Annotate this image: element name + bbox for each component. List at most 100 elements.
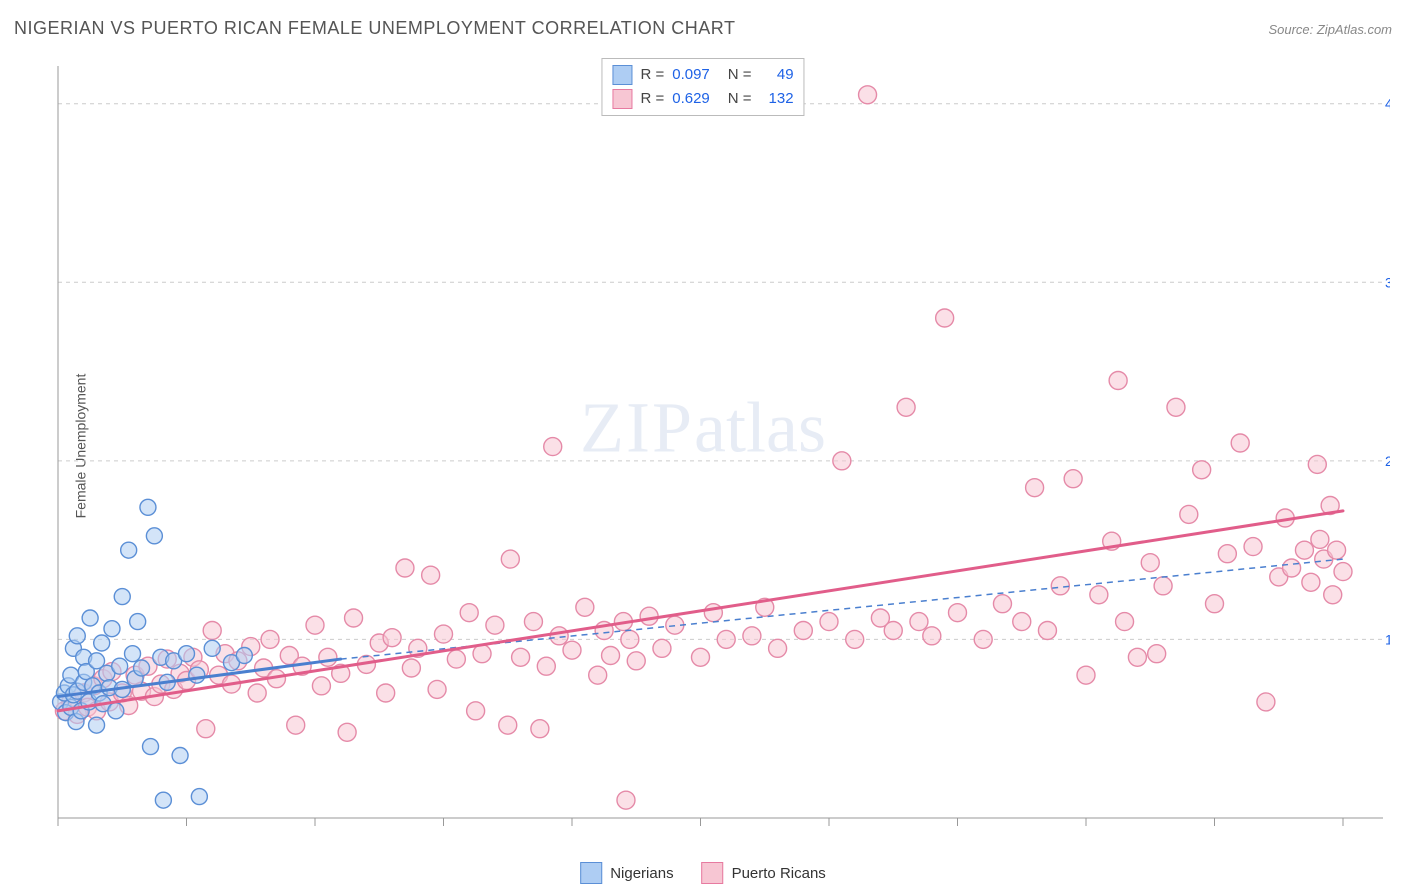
scatter-point xyxy=(627,652,645,670)
correlation-legend: R =0.097N =49R = 0.629 N = 132 xyxy=(601,58,804,116)
scatter-point xyxy=(1302,573,1320,591)
scatter-point xyxy=(130,614,146,630)
scatter-point xyxy=(501,550,519,568)
scatter-point xyxy=(140,499,156,515)
scatter-point xyxy=(204,640,220,656)
scatter-point xyxy=(1283,559,1301,577)
title-bar: NIGERIAN VS PUERTO RICAN FEMALE UNEMPLOY… xyxy=(14,18,1392,39)
y-tick-label: 40.0% xyxy=(1385,96,1390,112)
series-legend-label: Puerto Ricans xyxy=(732,865,826,882)
scatter-point xyxy=(1231,434,1249,452)
scatter-point xyxy=(203,622,221,640)
scatter-point xyxy=(89,717,105,733)
y-tick-label: 20.0% xyxy=(1385,453,1390,469)
scatter-point xyxy=(428,680,446,698)
scatter-point xyxy=(1218,545,1236,563)
scatter-point xyxy=(550,627,568,645)
scatter-point xyxy=(512,648,530,666)
scatter-point xyxy=(261,630,279,648)
scatter-point xyxy=(717,630,735,648)
scatter-point xyxy=(134,660,150,676)
chart-title: NIGERIAN VS PUERTO RICAN FEMALE UNEMPLOY… xyxy=(14,18,735,39)
scatter-point xyxy=(1109,372,1127,390)
scatter-point xyxy=(833,452,851,470)
legend-swatch xyxy=(612,65,632,85)
scatter-point xyxy=(1064,470,1082,488)
scatter-point xyxy=(704,604,722,622)
scatter-point xyxy=(563,641,581,659)
scatter-point xyxy=(486,616,504,634)
scatter-point xyxy=(936,309,954,327)
scatter-point xyxy=(544,438,562,456)
scatter-point xyxy=(125,646,141,662)
r-value: 0.629 xyxy=(672,87,710,111)
scatter-point xyxy=(236,648,252,664)
trend-line xyxy=(58,511,1343,711)
scatter-point xyxy=(531,720,549,738)
scatter-point xyxy=(143,739,159,755)
scatter-point xyxy=(1148,645,1166,663)
scatter-point xyxy=(1308,455,1326,473)
scatter-point xyxy=(640,607,658,625)
scatter-point xyxy=(1128,648,1146,666)
legend-swatch xyxy=(580,862,602,884)
scatter-point xyxy=(897,398,915,416)
correlation-legend-row: R =0.097N =49 xyxy=(612,63,793,87)
scatter-point xyxy=(820,613,838,631)
scatter-point xyxy=(910,613,928,631)
scatter-point xyxy=(769,639,787,657)
scatter-point xyxy=(467,702,485,720)
scatter-point xyxy=(172,748,188,764)
scatter-point xyxy=(1077,666,1095,684)
scatter-point xyxy=(993,595,1011,613)
scatter-point xyxy=(949,604,967,622)
n-value: 49 xyxy=(760,63,794,87)
scatter-point xyxy=(460,604,478,622)
series-legend-label: Nigerians xyxy=(610,865,673,882)
scatter-point xyxy=(1324,586,1342,604)
scatter-point xyxy=(396,559,414,577)
scatter-point xyxy=(1193,461,1211,479)
scatter-point xyxy=(524,613,542,631)
scatter-point xyxy=(1311,530,1329,548)
series-legend-item: Nigerians xyxy=(580,862,673,884)
scatter-point xyxy=(576,598,594,616)
n-label: N = xyxy=(728,87,752,111)
scatter-point xyxy=(1244,538,1262,556)
scatter-point xyxy=(121,542,137,558)
source-label: Source: ZipAtlas.com xyxy=(1268,22,1392,37)
scatter-point xyxy=(114,589,130,605)
scatter-point xyxy=(155,792,171,808)
scatter-point xyxy=(1180,505,1198,523)
scatter-point xyxy=(422,566,440,584)
scatter-point xyxy=(1257,693,1275,711)
scatter-plot: 10.0%20.0%30.0%40.0%0.0%100.0% xyxy=(50,60,1390,830)
scatter-point xyxy=(1051,577,1069,595)
scatter-point xyxy=(104,621,120,637)
scatter-point xyxy=(1026,479,1044,497)
scatter-point xyxy=(974,630,992,648)
scatter-point xyxy=(306,616,324,634)
scatter-point xyxy=(69,628,85,644)
scatter-point xyxy=(108,703,124,719)
scatter-point xyxy=(94,635,110,651)
legend-swatch xyxy=(702,862,724,884)
scatter-point xyxy=(1167,398,1185,416)
scatter-point xyxy=(191,789,207,805)
r-label: R = xyxy=(640,63,664,87)
y-tick-label: 30.0% xyxy=(1385,274,1390,290)
plot-container: 10.0%20.0%30.0%40.0%0.0%100.0% xyxy=(50,60,1390,830)
scatter-point xyxy=(589,666,607,684)
scatter-point xyxy=(1090,586,1108,604)
scatter-point xyxy=(447,650,465,668)
scatter-point xyxy=(1295,541,1313,559)
scatter-point xyxy=(1013,613,1031,631)
r-label: R = xyxy=(640,87,664,111)
scatter-point xyxy=(112,658,128,674)
scatter-point xyxy=(402,659,420,677)
scatter-point xyxy=(435,625,453,643)
scatter-point xyxy=(1334,563,1352,581)
scatter-point xyxy=(1141,554,1159,572)
scatter-point xyxy=(377,684,395,702)
n-value: 132 xyxy=(760,87,794,111)
